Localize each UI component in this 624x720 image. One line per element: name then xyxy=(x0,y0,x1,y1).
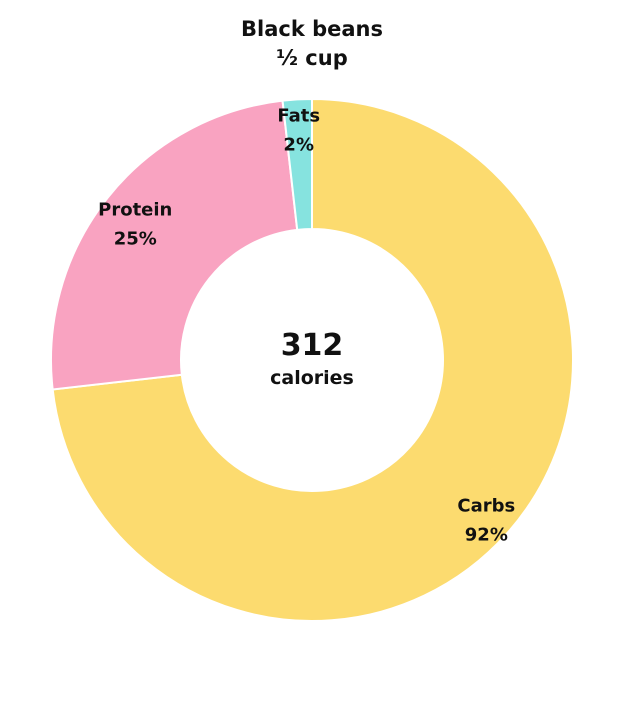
slice-percent-protein: 25% xyxy=(114,228,157,249)
chart-title: Black beans xyxy=(241,17,383,41)
slice-percent-fats: 2% xyxy=(283,134,314,155)
chart-subtitle: ½ cup xyxy=(276,46,347,70)
slice-labels: Carbs 92% Protein 25% Fats 2% xyxy=(98,105,515,545)
slice-name-protein: Protein xyxy=(98,199,172,220)
slice-percent-carbs: 92% xyxy=(465,525,508,546)
slice-protein xyxy=(50,99,299,391)
slice-carbs xyxy=(51,97,574,622)
donut-slices xyxy=(50,97,574,622)
center-calorie-value: 312 xyxy=(281,328,344,363)
slice-name-carbs: Carbs xyxy=(457,496,515,517)
center-calorie-label: calories xyxy=(270,367,354,389)
slice-fats xyxy=(281,97,313,231)
slice-name-fats: Fats xyxy=(277,105,320,126)
